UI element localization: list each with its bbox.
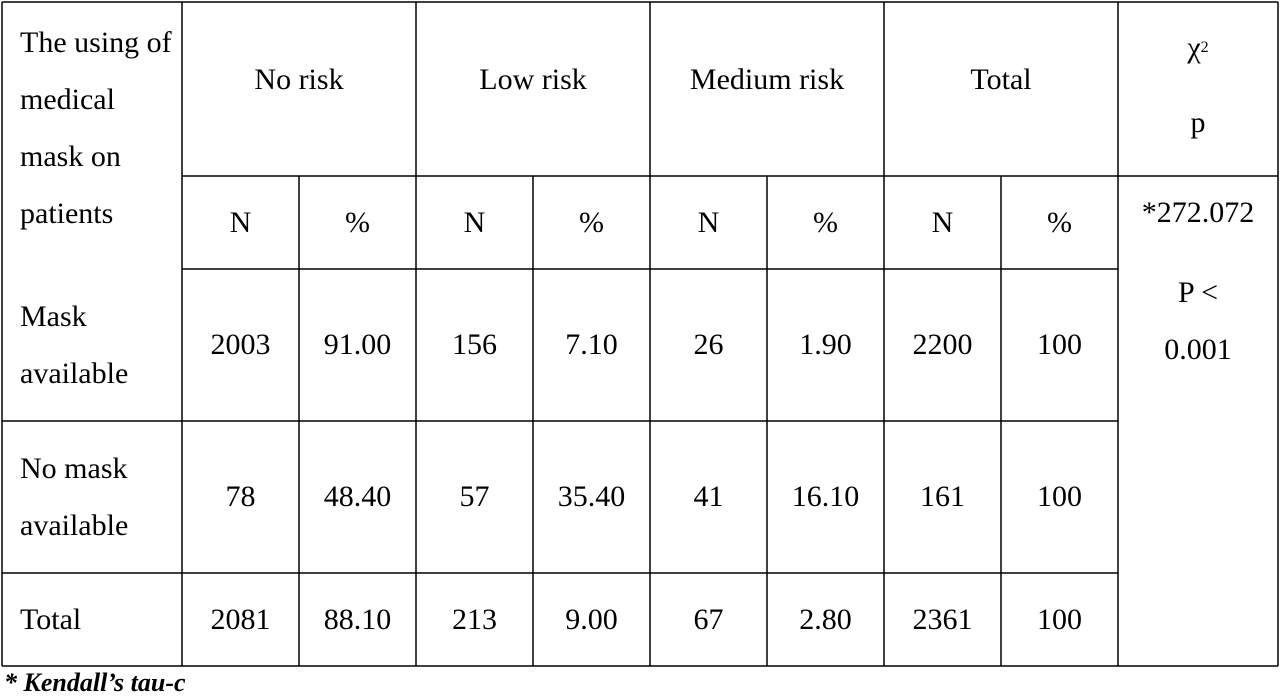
cell-value: 156 [452,328,497,361]
group-header: Total [970,63,1032,96]
cell-value: 91.00 [323,328,392,361]
stat-symbol: χ [1187,31,1201,64]
cell-value: 2361 [912,602,973,636]
cell-value: 16.10 [791,480,860,513]
cell-value: 2081 [210,602,271,636]
group-header: No risk [254,63,344,96]
row-label: No mask available [20,452,129,542]
sub-header: N [697,205,720,239]
cell-value: 35.40 [557,480,626,513]
sub-header: % [345,205,370,239]
cell-value: 78 [225,480,256,513]
stat-header: p [1190,106,1206,139]
cell-value: 2003 [210,328,271,361]
cell-value: 57 [459,480,490,513]
sub-header: % [1047,205,1072,239]
cell-value: 26 [693,328,724,361]
cell-value: 88.10 [323,602,392,636]
cell-value: 41 [693,480,724,513]
cell-value: 100 [1037,480,1082,513]
cell-value: 9.00 [565,602,618,636]
row-label: Mask available [20,300,129,390]
cell-value: 1.90 [799,328,852,361]
sub-header: N [463,205,486,239]
stat-superscript: 2 [1200,39,1209,56]
group-header: Medium risk [689,63,845,96]
sub-header: % [813,205,838,239]
sub-header: N [229,205,252,239]
cell-value: 213 [452,602,497,636]
row-label: Total [20,603,82,636]
group-header: Low risk [479,63,587,96]
stat-value: *272.072 [1141,196,1255,229]
cell-value: 161 [920,480,965,513]
cell-value: 2.80 [799,602,852,636]
cell-value: 48.40 [323,480,392,513]
cell-value: 100 [1037,602,1082,636]
sub-header: % [579,205,604,239]
sub-header: N [931,205,954,239]
cell-value: 67 [693,602,724,636]
cell-value: 100 [1037,328,1082,361]
row-header: The using of medical mask on patients [20,26,172,230]
footnote: * Kendall’s tau-c [4,668,186,697]
p-value: P < 0.001 [1164,276,1232,366]
cell-value: 2200 [912,328,973,361]
cell-value: 7.10 [565,328,618,361]
